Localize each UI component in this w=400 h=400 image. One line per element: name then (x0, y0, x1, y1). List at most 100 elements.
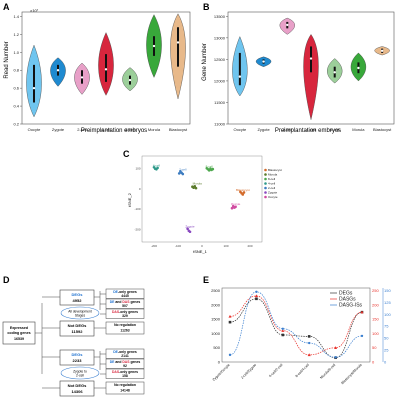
diagram-d-leaf-label: DE and DAS genes (110, 300, 141, 304)
chart-e-marker-dasg-iss (281, 327, 284, 330)
diagram-d-leaf-label: DE and DAS genes (110, 360, 141, 364)
chart-c-ytick-label: -100 (134, 207, 140, 211)
diagram-d-not-degs-count: 11592 (72, 329, 84, 334)
chart-c-tsne: tSNE_1 tSNE_2 -200 -100 0 100 200 100 0 -100 -20… (127, 155, 282, 254)
chart-b-xtick-label: Oocyte (234, 127, 247, 132)
diagram-d-leaf-count: 329 (122, 314, 128, 318)
chart-e-marker-dasg-iss (360, 334, 364, 338)
chart-b-median-blastocyst (380, 49, 384, 52)
diagram-d-not-degs-box (59, 320, 95, 337)
chart-c-legend-swatch (264, 182, 267, 185)
diagram-d-degs-count: 4952 (73, 298, 83, 303)
chart-c-annotation: Morula (193, 182, 203, 186)
chart-c-legend-label: Blastocyst (268, 168, 282, 172)
diagram-d-not-degs-count: 14306 (71, 389, 83, 394)
chart-a-ytick-label: 0.8 (13, 68, 19, 73)
diagram-d-leaf-count: 11263 (120, 329, 129, 333)
chart-e-ytick-left: 2500 (211, 288, 221, 293)
chart-e-ytick-red: 200 (372, 302, 379, 307)
chart-b-median-zygote (262, 60, 265, 63)
chart-e-ytick-blue: 25 (384, 347, 389, 352)
chart-c-annotation: Zygote (185, 225, 195, 229)
chart-c-xtick-label: 200 (247, 244, 252, 248)
panel-label-c: C (123, 149, 130, 159)
chart-e-xtick-label: Morula/8-cell (319, 363, 336, 380)
diagram-d-leaf-box (105, 288, 145, 299)
diagram-d-degs-title: DEGs (72, 352, 84, 357)
chart-c-point (181, 172, 185, 176)
chart-b-xtick-label: 4-cell (306, 127, 316, 132)
chart-e-legend-label: DASGs (339, 297, 356, 303)
chart-c-point (193, 185, 197, 188)
chart-b-ytick-label: 12500 (214, 57, 226, 62)
chart-c-legend-label: Morula (268, 173, 278, 177)
diagram-d-not-degs-title: Not DEGs (68, 323, 87, 328)
diagram-d-condition-ellipse (60, 306, 100, 320)
chart-e-ytick-left: 1500 (211, 317, 221, 322)
chart-a-xtick-label: Oocyte (28, 127, 41, 132)
chart-e-marker-dasgs (360, 310, 364, 314)
diagram-d-not-degs-box (59, 380, 95, 397)
diagram-d-leaf-box (105, 381, 145, 395)
chart-e-marker-dasgs (307, 353, 311, 357)
chart-b-median-4-cell (309, 57, 313, 60)
chart-c-ytick-label: 0 (139, 187, 141, 191)
chart-c-point (177, 172, 181, 175)
diagram-d-root-title: Expressed (10, 326, 28, 330)
diagram-d-leaf-label: DE-only genes (113, 290, 137, 294)
chart-e-marker-degs (281, 333, 285, 337)
diagram-d-degs-title: DEGs (72, 292, 84, 297)
chart-a-read-number: Read Number ×10⁷ Preimplantation embryos… (4, 8, 191, 134)
chart-e-marker-dasgs (334, 346, 338, 349)
chart-e-marker-dasg-iss (308, 341, 311, 345)
chart-a-xtick-label: 2-cell (77, 127, 87, 132)
chart-e-line-degs (229, 298, 363, 359)
chart-e-frame (221, 287, 371, 363)
chart-e-xtick-label: Zygote/Oocyte (212, 363, 231, 382)
diagram-d-leaf-label: DAS-only genes (112, 370, 138, 374)
chart-e-xtick-label: 8-cell/4-cell (295, 363, 311, 379)
chart-e-ytick-blue: 150 (384, 288, 391, 293)
chart-e-marker-dasg-iss (228, 353, 232, 357)
chart-e-ytick-left: 500 (213, 345, 220, 350)
chart-c-annotation: Oocyte (231, 202, 241, 206)
chart-c-point (234, 205, 237, 209)
diagram-d-leaf-box (105, 368, 145, 379)
chart-c-legend-label: Oocyte (268, 195, 278, 199)
chart-b-ytick-label: 11000 (214, 122, 226, 127)
chart-b-frame (227, 11, 395, 125)
diagram-d-root-count: 16539 (14, 337, 24, 341)
chart-c-legend-swatch (264, 186, 267, 190)
chart-c-point (194, 186, 198, 190)
chart-e-xtick-label: 2-cell/Zygote (240, 363, 257, 380)
chart-e-marker-dasg-iss (334, 356, 337, 359)
chart-e-marker-dasgs (281, 329, 285, 332)
chart-a-median-oocyte (32, 86, 36, 90)
diagram-d-degs-count: 2233 (73, 358, 83, 363)
panel-label-b: B (203, 2, 210, 12)
chart-c-point (230, 206, 234, 210)
chart-b-median-2-cell (286, 23, 289, 27)
chart-b-xtick-label: 8-cell (330, 127, 340, 132)
chart-c-xtick-label: -200 (151, 244, 157, 248)
chart-e-marker-degs (255, 297, 258, 301)
chart-e-ytick-red: 50 (372, 345, 377, 350)
chart-a-exponent: ×10⁷ (30, 8, 39, 13)
chart-b-xtick-label: Zygote (257, 127, 270, 132)
chart-a-median-zygote (56, 69, 60, 72)
chart-c-frame (141, 155, 263, 243)
diagram-d-condition-text: Zygote to (73, 370, 87, 374)
chart-c-legend-label: 2-cell (268, 186, 276, 190)
diagram-d-condition-text: All development (68, 310, 92, 314)
diagram-d-leaf-count: 507 (122, 304, 128, 308)
chart-b-ytick-label: 12000 (214, 78, 226, 83)
chart-e-marker-dasgs (228, 314, 232, 318)
diagram-d-degs-box (59, 349, 95, 366)
chart-c-legend-swatch (264, 177, 267, 181)
chart-b-gene-number: Gene Number Preimplantation embryos 1100… (202, 11, 395, 134)
chart-c-annotation: Blastocyst (236, 188, 250, 192)
chart-e-ytick-left: 0 (218, 359, 221, 364)
chart-a-xtick-label: Zygote (52, 127, 65, 132)
chart-a-median-blastocyst (176, 41, 180, 44)
diagram-d-leaf-count: 158 (122, 374, 128, 378)
